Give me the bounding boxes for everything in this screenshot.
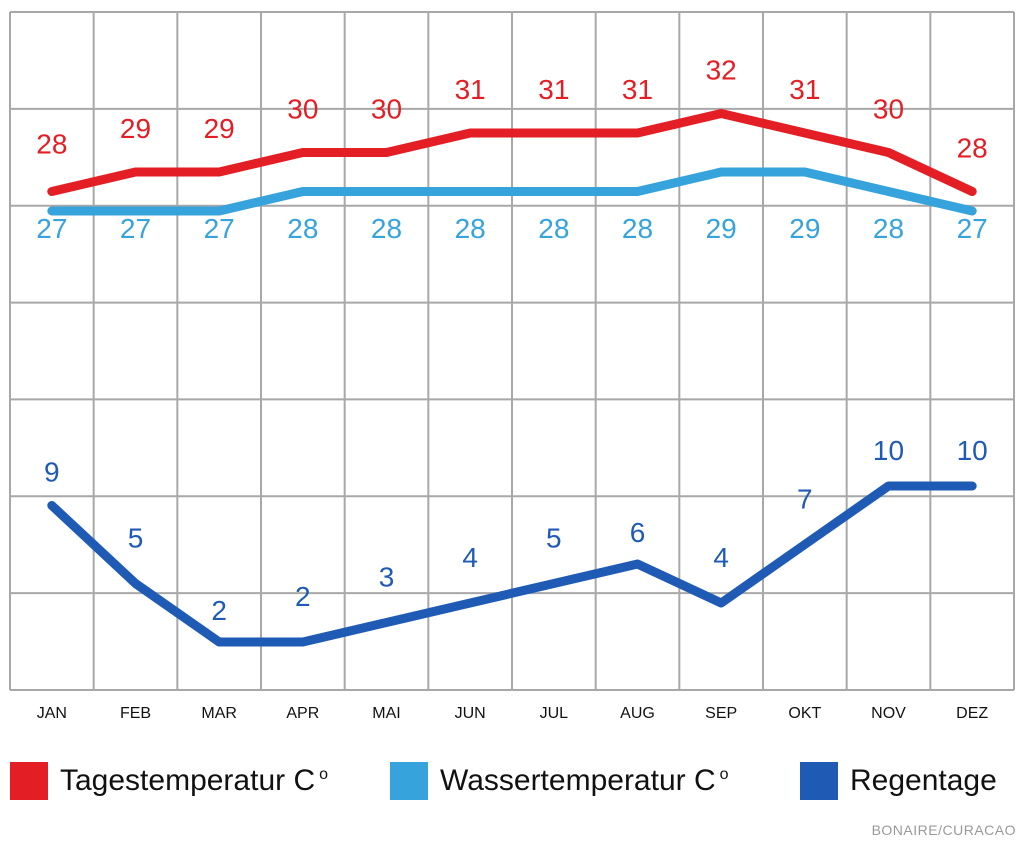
x-tick-label: NOV (871, 705, 906, 722)
data-label: 31 (789, 74, 820, 105)
legend-label-regentage: Regentage (850, 764, 997, 797)
legend-swatch-red (10, 762, 48, 800)
x-tick-label: FEB (120, 705, 151, 722)
data-label: 31 (622, 74, 653, 105)
data-label: 30 (287, 94, 318, 125)
x-tick-label: OKT (788, 705, 821, 722)
data-label: 32 (706, 55, 737, 86)
data-label: 3 (379, 562, 395, 593)
data-label: 5 (128, 523, 144, 554)
chart-grid (9, 11, 1015, 691)
x-tick-label: APR (286, 705, 319, 722)
series-line-regentage (47, 481, 977, 647)
x-tick-label: JUL (540, 705, 569, 722)
x-tick-label: JAN (37, 705, 67, 722)
x-tick-label: JUN (455, 705, 486, 722)
data-label: 29 (789, 213, 820, 244)
data-label: 28 (957, 133, 988, 164)
series-line-wassertemperatur (47, 167, 977, 216)
data-label: 27 (204, 213, 235, 244)
data-label: 29 (120, 113, 151, 144)
legend-swatch-lightblue (390, 762, 428, 800)
data-label: 29 (706, 213, 737, 244)
data-label: 30 (873, 94, 904, 125)
series-line-tagestemperatur (47, 109, 977, 196)
series-lines (47, 109, 977, 647)
data-label: 27 (36, 213, 67, 244)
data-label: 28 (371, 213, 402, 244)
data-label: 6 (630, 517, 646, 548)
x-tick-label: MAR (201, 705, 237, 722)
data-label: 29 (204, 113, 235, 144)
data-label: 4 (462, 542, 478, 573)
data-label: 7 (797, 484, 813, 515)
data-label: 2 (211, 595, 227, 626)
data-label: 5 (546, 523, 562, 554)
x-tick-label: AUG (620, 705, 655, 722)
data-label: 27 (120, 213, 151, 244)
legend-item-regentage: Regentage (800, 762, 997, 800)
x-tick-label: SEP (705, 705, 737, 722)
data-label: 4 (713, 542, 729, 573)
x-tick-label: MAI (372, 705, 400, 722)
data-label: 30 (371, 94, 402, 125)
data-label: 31 (538, 74, 569, 105)
legend-swatch-darkblue (800, 762, 838, 800)
x-tick-label: DEZ (956, 705, 988, 722)
data-label: 10 (873, 435, 904, 466)
data-label: 28 (873, 213, 904, 244)
data-label: 31 (455, 74, 486, 105)
data-label: 28 (36, 129, 67, 160)
data-label: 27 (957, 213, 988, 244)
data-label: 28 (622, 213, 653, 244)
data-label: 28 (455, 213, 486, 244)
credit-text: BONAIRE/CURACAO (871, 822, 1016, 838)
data-label: 28 (287, 213, 318, 244)
data-label: 28 (538, 213, 569, 244)
x-axis-ticks: JAN FEB MAR APR MAI JUN JUL AUG SEP OKT NOV DEZ (37, 705, 989, 722)
data-label: 9 (44, 457, 60, 488)
data-label: 2 (295, 581, 311, 612)
data-label: 10 (957, 435, 988, 466)
